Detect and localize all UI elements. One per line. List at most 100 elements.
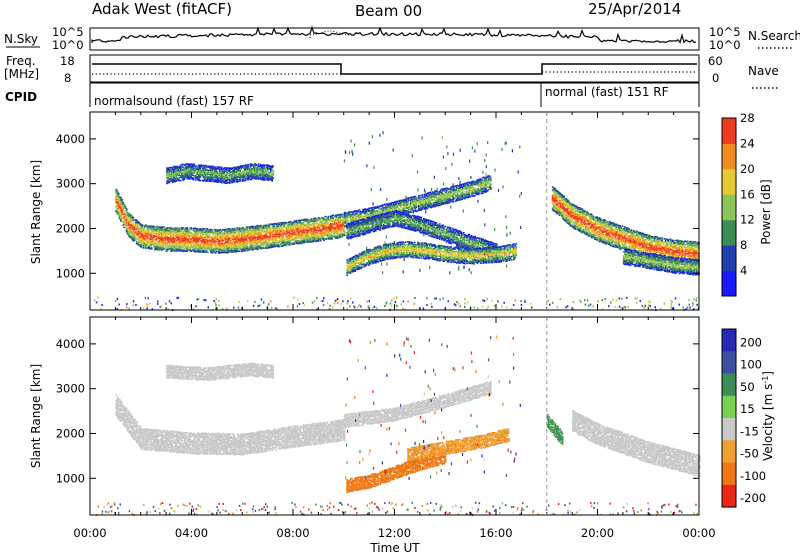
- power-cell: [292, 227, 295, 229]
- power-cell: [449, 191, 452, 194]
- power-cell: [253, 229, 256, 232]
- power-cell: [122, 209, 124, 211]
- power-cell: [234, 231, 236, 234]
- power-cell: [263, 238, 266, 240]
- power-cell: [178, 248, 180, 251]
- power-cell: [271, 223, 274, 226]
- power-cell: [123, 203, 126, 206]
- power-cell: [283, 244, 285, 247]
- power-cell: [212, 248, 215, 250]
- power-cell: [162, 239, 164, 241]
- power-cell: [196, 234, 199, 237]
- power-cell: [225, 235, 227, 238]
- power-cell: [198, 236, 201, 238]
- power-cell: [244, 179, 247, 182]
- power-cell: [295, 241, 298, 244]
- noise-right-tick-bottom: 10^0: [709, 38, 741, 52]
- power-cell: [134, 236, 137, 238]
- power-cell: [196, 241, 199, 243]
- power-cell: [213, 236, 216, 238]
- power-cell: [150, 244, 153, 246]
- power-cell: [132, 219, 135, 221]
- power-cell: [137, 224, 139, 227]
- power-cell: [129, 228, 131, 231]
- power-cell: [127, 227, 130, 229]
- power-cell: [181, 244, 184, 247]
- power-cell: [468, 193, 470, 196]
- power-cell: [191, 235, 194, 238]
- power-cell: [246, 227, 249, 230]
- power-cell: [260, 245, 263, 247]
- power-cell: [158, 243, 161, 246]
- power-cell: [210, 235, 212, 238]
- power-cell: [116, 207, 119, 210]
- power-cell: [116, 210, 119, 213]
- power-cell: [282, 230, 284, 232]
- power-cell: [115, 190, 118, 193]
- power-cell: [189, 238, 192, 241]
- power-cell: [132, 225, 135, 227]
- power-cell: [217, 232, 219, 235]
- power-cell: [137, 243, 139, 246]
- power-cell: [197, 230, 200, 233]
- power-cell: [292, 243, 295, 245]
- power-cell: [233, 235, 235, 237]
- power-cell: [214, 252, 217, 254]
- power-cell: [151, 237, 154, 239]
- power-cell: [290, 239, 292, 242]
- power-cell: [207, 235, 210, 238]
- power-cell: [235, 237, 238, 239]
- power-cell: [275, 230, 277, 233]
- power-cell: [130, 221, 132, 223]
- power-cell: [118, 197, 121, 200]
- power-cell: [221, 251, 224, 254]
- power-cell: [270, 243, 273, 245]
- power-cell: [182, 230, 185, 233]
- power-cell: [143, 229, 146, 232]
- power-cell: [389, 209, 392, 211]
- power-cell: [284, 221, 287, 224]
- power-cell: [198, 232, 201, 234]
- power-cell: [221, 244, 224, 247]
- power-cell: [268, 227, 271, 230]
- power-cell: [263, 242, 266, 245]
- power-cell: [285, 237, 288, 240]
- power-cell: [177, 234, 179, 236]
- power-cell: [298, 234, 300, 236]
- power-cell: [222, 229, 225, 231]
- power-cell: [212, 242, 215, 244]
- power-cell: [171, 248, 174, 251]
- power-cell: [116, 200, 119, 203]
- power-cell: [207, 232, 210, 234]
- power-cell: [259, 237, 262, 239]
- power-cell: [227, 235, 230, 237]
- power-cell: [170, 232, 172, 235]
- power-cell: [243, 229, 246, 232]
- power-cell: [215, 231, 218, 234]
- power-cell: [235, 246, 238, 249]
- power-cell: [452, 201, 454, 203]
- power-cell: [119, 217, 122, 219]
- power-cell: [300, 236, 303, 239]
- power-cell: [352, 225, 354, 228]
- power-cell: [221, 234, 224, 237]
- power-cell: [268, 173, 271, 175]
- power-cell: [175, 239, 178, 242]
- power-cell: [119, 200, 122, 203]
- power-cell: [240, 171, 243, 174]
- power-cell: [262, 236, 265, 238]
- power-cell: [180, 248, 183, 251]
- power-cell: [241, 235, 243, 238]
- power-cell: [296, 222, 299, 224]
- power-cell: [133, 236, 136, 238]
- power-cell: [319, 239, 322, 242]
- power-cell: [282, 244, 284, 247]
- power-cell: [269, 237, 272, 239]
- power-cell: [218, 250, 220, 253]
- power-cell: [197, 231, 200, 234]
- power-cell: [141, 231, 144, 233]
- power-cell: [179, 240, 182, 243]
- power-cell: [125, 222, 128, 225]
- power-cell: [167, 237, 170, 239]
- power-cell: [260, 237, 263, 239]
